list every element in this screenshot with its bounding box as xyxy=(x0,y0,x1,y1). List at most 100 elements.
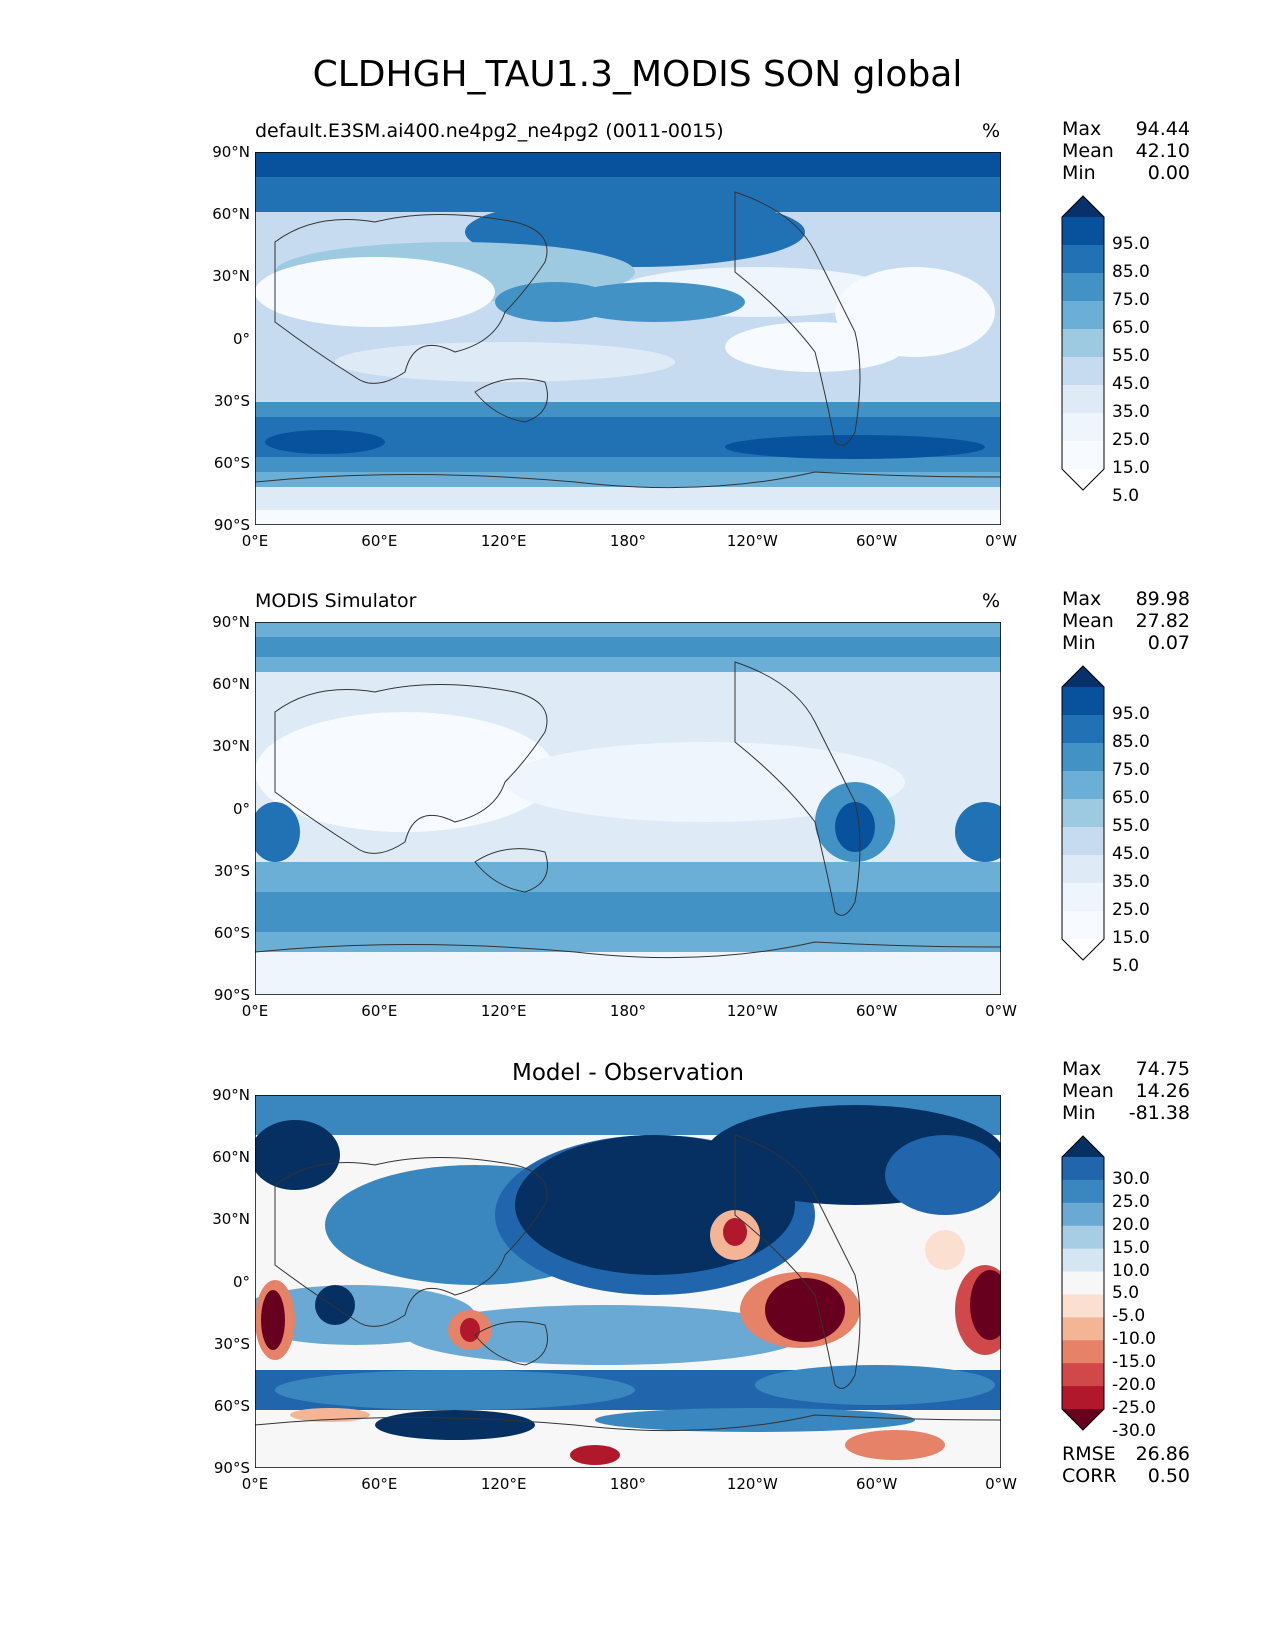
colorbar-segment xyxy=(1062,1202,1104,1227)
lat-tick-label: 0° xyxy=(232,799,250,818)
colorbar-tick-label: 95.0 xyxy=(1112,704,1150,724)
colorbar-tick-label: -30.0 xyxy=(1112,1420,1156,1441)
lat-tick-label: 30°N xyxy=(212,737,250,756)
colorbar-tick-label: 85.0 xyxy=(1112,732,1150,752)
colorbar-segment xyxy=(1062,1179,1104,1204)
stat-label: Mean xyxy=(1062,140,1114,162)
lon-tick-label: 120°W xyxy=(726,532,778,550)
colorbar-segment xyxy=(1062,1363,1104,1387)
colorbar-tick-label: 15.0 xyxy=(1112,1237,1150,1258)
stat-label: Mean xyxy=(1062,610,1114,632)
panel-diff: Model - Observation xyxy=(0,940,1275,1493)
figure-title: CLDHGH_TAU1.3_MODIS SON global xyxy=(312,54,963,95)
colorbar-tick-label: -20.0 xyxy=(1112,1375,1156,1396)
colorbar-segment xyxy=(1062,799,1104,828)
panel-title-center: Model - Observation xyxy=(511,1060,745,1086)
panel-title-left: MODIS Simulator xyxy=(255,590,417,612)
colorbar-outline xyxy=(1061,665,1105,961)
colorbar-extend-top xyxy=(1062,1136,1104,1157)
colorbar xyxy=(1061,665,1105,961)
colorbar-tick-label: 45.0 xyxy=(1112,374,1150,394)
colorbar-tick-label: 75.0 xyxy=(1112,290,1150,310)
colorbar xyxy=(1061,195,1105,491)
stat-value: 42.10 xyxy=(1135,140,1190,162)
colorbar-tick-label: 5.0 xyxy=(1112,1283,1140,1304)
colorbar-outline xyxy=(1061,1135,1105,1431)
lon-tick-label: 60°W xyxy=(855,1475,898,1493)
colorbar-tick-label: 25.0 xyxy=(1112,430,1150,450)
panel-title-left: default.E3SM.ai400.ne4pg2_ne4pg2 (0011-0… xyxy=(255,120,724,142)
colorbar-tick-label: 35.0 xyxy=(1112,402,1150,422)
colorbar-tick-label: -5.0 xyxy=(1112,1306,1146,1327)
lat-tick-label: 60°S xyxy=(213,923,250,942)
stat-value: 0.00 xyxy=(1147,162,1190,184)
colorbar-segment xyxy=(1062,1248,1104,1273)
colorbar-segment xyxy=(1062,245,1104,274)
colorbar-segment xyxy=(1062,1225,1104,1250)
panel-model: default.E3SM.ai400.ne4pg2_ne4pg2 (0011-0… xyxy=(0,0,1275,550)
colorbar-extend-bottom xyxy=(1062,1409,1104,1430)
colorbar-extend-top xyxy=(1062,196,1104,217)
colorbar-segment xyxy=(1062,687,1104,716)
colorbar-tick-label: 25.0 xyxy=(1112,900,1150,920)
colorbar-tick-label: 35.0 xyxy=(1112,872,1150,892)
colorbar-segment xyxy=(1062,1340,1104,1364)
stat-value: 14.26 xyxy=(1135,1080,1190,1102)
lat-tick-label: 60°S xyxy=(213,453,250,472)
stat-label: Max xyxy=(1062,1058,1102,1080)
colorbar-segment xyxy=(1062,1157,1104,1181)
lon-tick-label: 0°E xyxy=(241,532,269,550)
colorbar-segment xyxy=(1062,1271,1104,1295)
colorbar-segment xyxy=(1062,911,1104,940)
lat-tick-label: 30°N xyxy=(212,1210,250,1229)
lon-tick-label: 60°E xyxy=(361,1002,398,1020)
lon-tick-label: 120°E xyxy=(480,1002,527,1020)
stat-label: Mean xyxy=(1062,1080,1114,1102)
colorbar-segment xyxy=(1062,1317,1104,1341)
lon-tick-label: 180° xyxy=(609,1002,647,1020)
colorbar-segment xyxy=(1062,441,1104,470)
colorbar-tick-label: 30.0 xyxy=(1112,1168,1150,1189)
lon-tick-label: 60°E xyxy=(361,1475,398,1493)
stat-value: 74.75 xyxy=(1135,1058,1190,1080)
lon-tick-label: 120°E xyxy=(480,1475,527,1493)
stat-value: 26.86 xyxy=(1135,1443,1190,1465)
lat-tick-label: 60°N xyxy=(212,205,250,224)
lat-tick-label: 0° xyxy=(232,329,250,348)
lon-tick-label: 180° xyxy=(609,532,647,550)
colorbar-tick-label: 15.0 xyxy=(1112,928,1150,948)
stats-block: Max 94.44 Mean 42.10 Min 0.00 xyxy=(1062,118,1190,184)
lat-tick-label: 30°S xyxy=(213,861,250,880)
colorbar-segment xyxy=(1062,1386,1104,1410)
lon-tick-label: 180° xyxy=(609,1475,647,1493)
colorbar-tick-label: 75.0 xyxy=(1112,760,1150,780)
lon-tick-label: 60°E xyxy=(361,532,398,550)
stat-label: Min xyxy=(1062,1102,1096,1124)
colorbar-segment xyxy=(1062,413,1104,442)
stat-label: RMSE xyxy=(1062,1443,1116,1465)
stat-label: Min xyxy=(1062,162,1096,184)
colorbar-tick-label: -15.0 xyxy=(1112,1352,1156,1373)
colorbar-segment xyxy=(1062,1294,1104,1318)
stat-label: CORR xyxy=(1062,1465,1117,1487)
stat-label: Max xyxy=(1062,588,1102,610)
colorbar-segment xyxy=(1062,217,1104,246)
lat-tick-label: 30°S xyxy=(213,391,250,410)
stat-value: 89.98 xyxy=(1135,588,1190,610)
colorbar-tick-label: 15.0 xyxy=(1112,458,1150,478)
panel-obs: MODIS Simulator % Max 89.98 Mean 27.82 Min… xyxy=(0,470,1275,1020)
lat-tick-label: 90°S xyxy=(213,516,250,534)
colorbar-tick-label: 65.0 xyxy=(1112,788,1150,808)
stat-value: 94.44 xyxy=(1135,118,1190,140)
stat-value: 27.82 xyxy=(1135,610,1190,632)
stat-value: 0.50 xyxy=(1147,1465,1190,1487)
lat-tick-label: 90°N xyxy=(212,143,250,161)
colorbar-tick-label: 95.0 xyxy=(1112,234,1150,254)
lon-tick-label: 60°W xyxy=(855,532,898,550)
colorbar-segment xyxy=(1062,715,1104,744)
stats-block: Max 74.75 Mean 14.26 Min -81.38 xyxy=(1062,1058,1190,1124)
lat-tick-label: 90°N xyxy=(212,1086,250,1104)
colorbar-segment xyxy=(1062,329,1104,358)
lat-tick-label: 90°S xyxy=(213,1459,250,1477)
colorbar-segment xyxy=(1062,743,1104,772)
